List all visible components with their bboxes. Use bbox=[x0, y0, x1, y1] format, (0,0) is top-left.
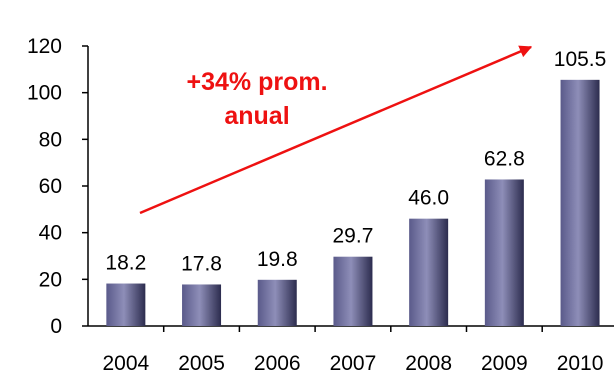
x-tick-label-2005: 2005 bbox=[178, 352, 225, 375]
trend-arrow bbox=[139, 45, 533, 215]
y-axis-ticks: 0 20 40 60 80 100 120 bbox=[27, 35, 88, 338]
data-label-2009: 62.8 bbox=[484, 147, 525, 170]
bar-2007 bbox=[333, 256, 373, 326]
y-tick-label: 100 bbox=[27, 82, 62, 105]
data-label-2010: 105.5 bbox=[554, 48, 607, 71]
data-label-2007: 29.7 bbox=[333, 225, 374, 248]
bar-2008 bbox=[409, 218, 449, 326]
data-label-2005: 17.8 bbox=[181, 252, 222, 275]
bar-2006 bbox=[257, 279, 297, 326]
x-tick-label-2007: 2007 bbox=[330, 352, 377, 375]
data-label-2008: 46.0 bbox=[408, 187, 449, 210]
y-tick-label: 0 bbox=[50, 315, 62, 338]
bar-2005 bbox=[182, 284, 222, 326]
data-label-2004: 18.2 bbox=[105, 252, 146, 275]
bar-2004 bbox=[106, 283, 146, 326]
x-tick-label-2008: 2008 bbox=[405, 352, 452, 375]
x-axis-ticks: 2004 2005 2006 2007 2008 2009 2010 bbox=[102, 326, 604, 375]
data-labels: 18.2 17.8 19.8 29.7 46.0 62.8 105.5 bbox=[105, 48, 606, 276]
y-tick-label: 40 bbox=[39, 222, 62, 245]
data-label-2006: 19.8 bbox=[257, 248, 298, 271]
bars bbox=[106, 79, 600, 326]
y-tick-label: 20 bbox=[39, 268, 62, 291]
x-tick-label-2009: 2009 bbox=[481, 352, 528, 375]
annotation-line-1: +34% prom. bbox=[186, 68, 327, 96]
y-tick-label: 60 bbox=[39, 175, 62, 198]
x-tick-label-2006: 2006 bbox=[254, 352, 301, 375]
x-tick-label-2010: 2010 bbox=[557, 352, 604, 375]
x-tick-label-2004: 2004 bbox=[102, 352, 149, 375]
y-tick-label: 80 bbox=[39, 128, 62, 151]
y-tick-label: 120 bbox=[27, 35, 62, 58]
bar-2009 bbox=[484, 179, 524, 326]
bar-2010 bbox=[560, 79, 600, 326]
annotation-line-2: anual bbox=[224, 102, 289, 130]
